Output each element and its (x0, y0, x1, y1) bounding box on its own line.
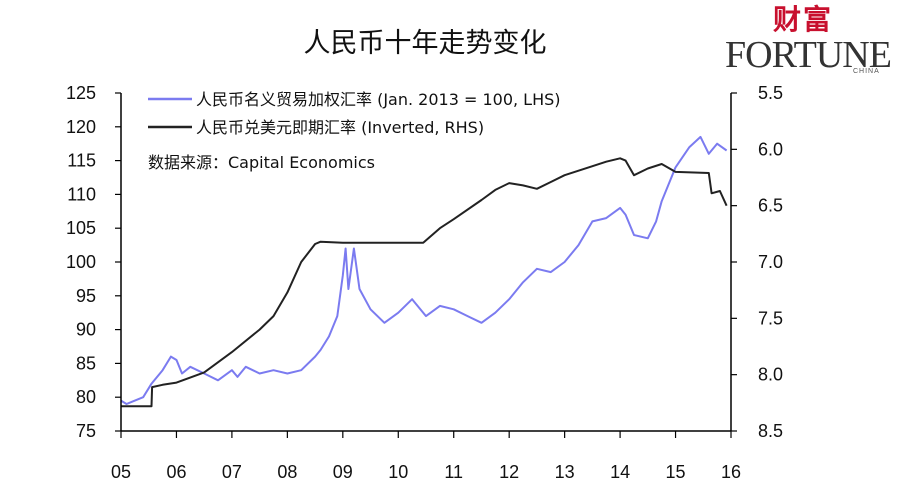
x-tick-label: 10 (388, 462, 408, 482)
source-note: 数据来源：Capital Economics (148, 153, 375, 172)
right-tick-label: 8.0 (758, 365, 783, 385)
left-tick-label: 120 (66, 117, 96, 137)
x-tick-label: 05 (111, 462, 131, 482)
brand-en: FORTUNE (725, 34, 892, 76)
x-tick-label: 15 (666, 462, 686, 482)
left-tick-label: 105 (66, 218, 96, 238)
left-tick-label: 125 (66, 83, 96, 103)
x-tick-label: 06 (166, 462, 186, 482)
chart-title: 人民币十年走势变化 (304, 28, 547, 59)
left-tick-label: 115 (67, 151, 96, 171)
series-line-usd-spot (121, 157, 728, 408)
right-tick-label: 6.5 (758, 196, 783, 216)
x-tick-label: 16 (721, 462, 741, 482)
right-tick-label: 8.5 (758, 421, 783, 441)
left-tick-label: 90 (76, 320, 96, 340)
right-tick-label: 7.5 (758, 308, 783, 328)
brand-cn: 财富 (773, 3, 834, 36)
x-tick-label: 14 (610, 462, 630, 482)
right-tick-label: 6.0 (758, 139, 783, 159)
left-tick-label: 85 (76, 353, 96, 373)
x-tick-label: 07 (222, 462, 242, 482)
x-tick-label: 11 (444, 462, 463, 482)
x-tick-label: 12 (499, 462, 519, 482)
left-tick-label: 110 (67, 184, 96, 204)
legend-label-trade-weighted: 人民币名义贸易加权汇率 (Jan. 2013 = 100, LHS) (196, 90, 561, 109)
right-tick-label: 7.0 (758, 252, 783, 272)
right-tick-label: 5.5 (758, 83, 783, 103)
left-tick-label: 100 (66, 252, 96, 272)
brand-sub: CHINA (853, 68, 880, 75)
left-tick-label: 75 (76, 421, 96, 441)
left-tick-label: 80 (76, 387, 96, 407)
x-tick-label: 13 (555, 462, 575, 482)
series-line-trade-weighted (120, 135, 728, 405)
legend-label-usd-spot: 人民币兑美元即期汇率 (Inverted, RHS) (196, 118, 484, 137)
left-tick-label: 95 (76, 286, 96, 306)
x-tick-label: 08 (277, 462, 297, 482)
x-tick-label: 09 (333, 462, 353, 482)
